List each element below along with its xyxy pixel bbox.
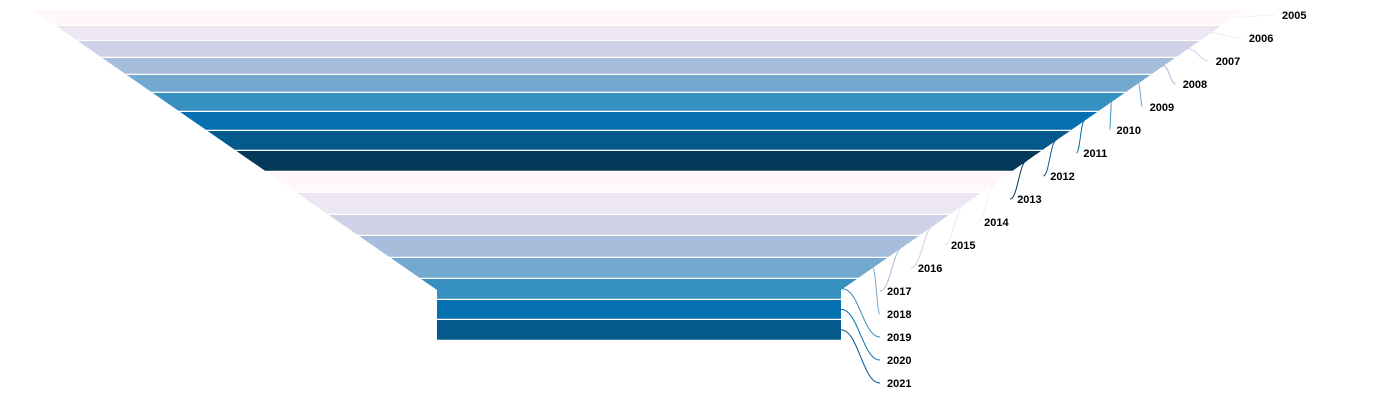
connector-2020 xyxy=(840,308,881,361)
label-2019: 2019 xyxy=(887,332,911,344)
label-2008: 2008 xyxy=(1183,79,1207,91)
funnel-segment-2016[interactable] xyxy=(328,215,949,235)
funnel-segment-2009[interactable] xyxy=(126,75,1151,92)
connector-2008 xyxy=(1163,65,1176,85)
label-2006: 2006 xyxy=(1249,33,1273,45)
label-2007: 2007 xyxy=(1216,56,1240,68)
funnel-segment-2018[interactable] xyxy=(390,258,888,278)
funnel-segment-2015[interactable] xyxy=(297,193,981,214)
connector-2018 xyxy=(872,267,881,315)
label-2017: 2017 xyxy=(887,286,911,298)
label-2018: 2018 xyxy=(887,309,911,321)
funnel-segment-2007[interactable] xyxy=(77,41,1200,57)
connector-2019 xyxy=(842,288,881,338)
label-2015: 2015 xyxy=(951,240,975,252)
funnel-segment-2010[interactable] xyxy=(152,93,1125,111)
label-2005: 2005 xyxy=(1282,10,1306,22)
funnel-segment-2005[interactable] xyxy=(33,10,1244,25)
connector-2013 xyxy=(1009,160,1028,200)
label-2021: 2021 xyxy=(887,378,911,390)
connector-2005 xyxy=(1233,14,1276,18)
funnel-segment-2008[interactable] xyxy=(102,58,1175,74)
connector-2012 xyxy=(1042,139,1057,177)
connector-2017 xyxy=(879,245,904,292)
funnel-segment-2020[interactable] xyxy=(437,300,841,319)
connector-2007 xyxy=(1187,48,1209,62)
connector-2015 xyxy=(943,202,966,246)
funnel-segments xyxy=(33,10,1244,340)
label-2013: 2013 xyxy=(1017,194,1041,206)
label-connectors xyxy=(840,14,1276,384)
connector-2006 xyxy=(1211,32,1242,39)
label-2020: 2020 xyxy=(887,355,911,367)
label-2010: 2010 xyxy=(1117,125,1141,137)
connector-2014 xyxy=(976,181,997,223)
connector-2021 xyxy=(840,329,881,384)
connector-2010 xyxy=(1109,101,1113,131)
funnel-segment-2019[interactable] xyxy=(421,279,857,299)
funnel-segment-2021[interactable] xyxy=(437,320,841,340)
label-2012: 2012 xyxy=(1050,171,1074,183)
label-2014: 2014 xyxy=(984,217,1009,229)
year-labels: 2005 2006 2007 2008 2009 2010 2011 2012 2013 2014… xyxy=(887,10,1306,390)
funnel-segment-2017[interactable] xyxy=(359,236,919,257)
funnel-segment-2012[interactable] xyxy=(207,131,1070,150)
label-2016: 2016 xyxy=(918,263,942,275)
connector-2009 xyxy=(1137,82,1144,108)
funnel-segment-2006[interactable] xyxy=(56,26,1221,40)
label-2011: 2011 xyxy=(1083,148,1107,160)
label-2009: 2009 xyxy=(1150,102,1174,114)
funnel-segment-2013[interactable] xyxy=(236,151,1042,171)
connector-2016 xyxy=(910,224,935,269)
funnel-segment-2011[interactable] xyxy=(180,112,1098,130)
connector-2011 xyxy=(1075,120,1085,154)
funnel-segment-2014[interactable] xyxy=(266,172,1011,192)
